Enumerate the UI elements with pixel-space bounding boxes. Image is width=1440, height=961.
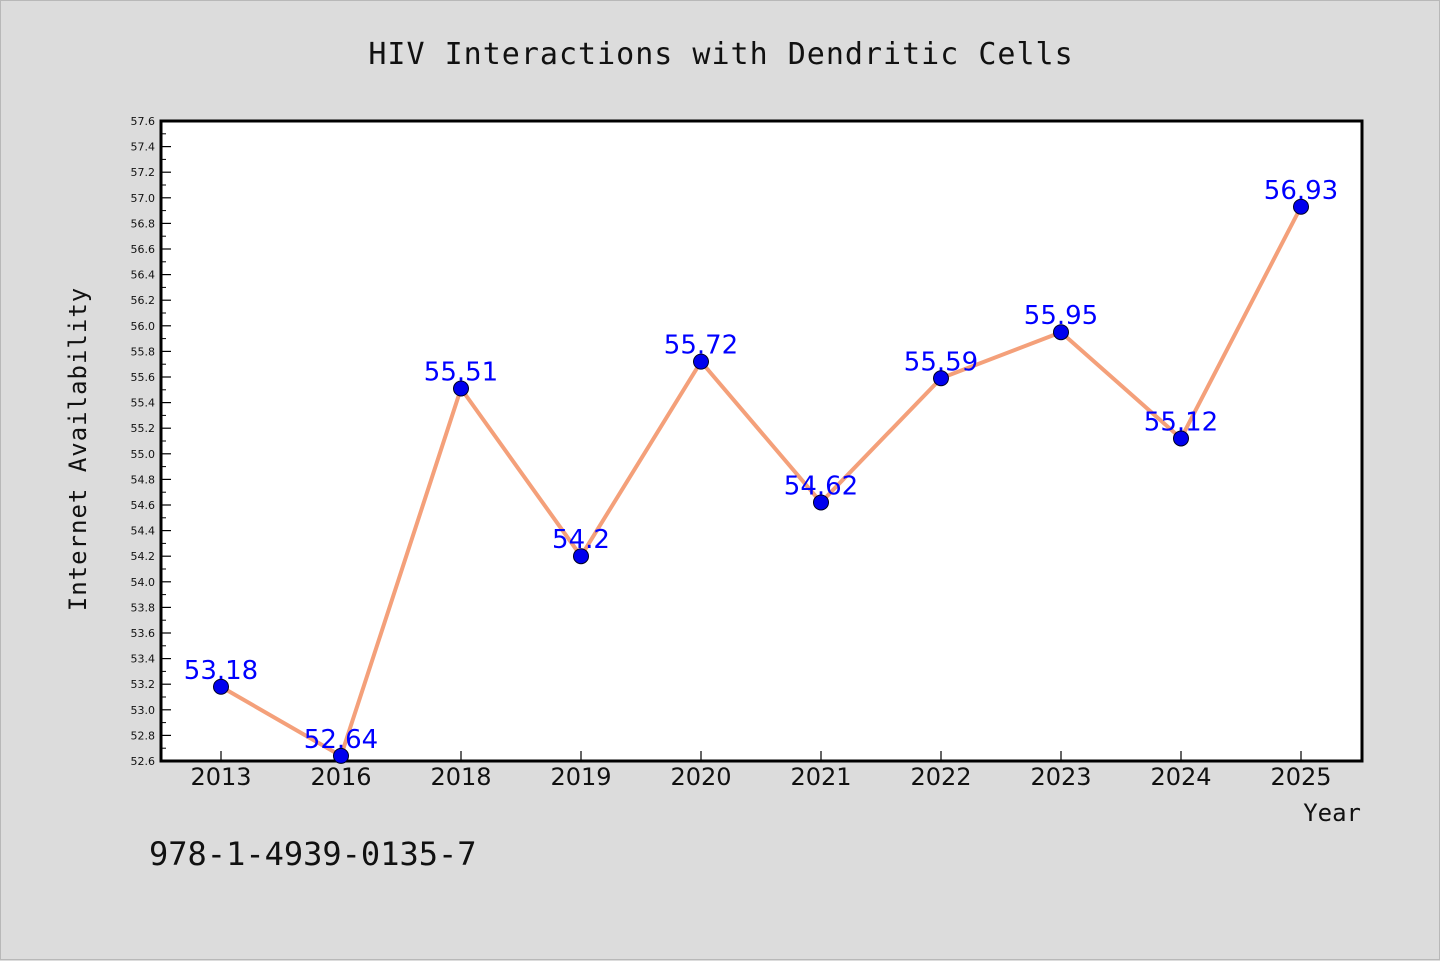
data-label: 54.2 bbox=[552, 525, 610, 555]
data-label: 55.72 bbox=[664, 331, 738, 361]
y-tick-label: 53.6 bbox=[131, 627, 156, 640]
x-axis: 2013 2016 2018 2019 2020 2021 2022 2023 2024 2025 bbox=[190, 751, 1332, 791]
data-point-marker bbox=[693, 353, 709, 370]
y-tick-label: 56.2 bbox=[131, 294, 156, 307]
x-tick-label: 2016 bbox=[310, 763, 371, 791]
y-tick-label: 53.2 bbox=[131, 678, 156, 691]
y-tick-label: 53.4 bbox=[131, 653, 156, 666]
data-label-group: 53.18 52.64 55.51 54.2 55.72 54.62 55.59 55.95 5… bbox=[184, 176, 1338, 755]
data-point-marker bbox=[213, 678, 229, 695]
data-label: 53.18 bbox=[184, 656, 258, 686]
x-tick-label: 2018 bbox=[430, 763, 491, 791]
y-tick-label: 57.6 bbox=[131, 115, 156, 128]
y-tick-label: 54.0 bbox=[131, 576, 156, 589]
y-tick-label: 54.4 bbox=[131, 525, 156, 538]
x-tick-label: 2019 bbox=[550, 763, 611, 791]
y-tick-label: 56.4 bbox=[131, 269, 156, 282]
data-label: 56.93 bbox=[1264, 176, 1338, 206]
y-tick-label: 54.2 bbox=[131, 550, 156, 563]
data-label: 54.62 bbox=[784, 471, 858, 501]
data-point-marker bbox=[573, 548, 589, 565]
y-tick-label: 55.8 bbox=[131, 345, 156, 358]
data-label: 55.59 bbox=[904, 347, 978, 377]
data-point-marker bbox=[1173, 430, 1189, 447]
x-axis-label: Year bbox=[1303, 799, 1361, 827]
y-tick-label: 53.0 bbox=[131, 704, 156, 717]
x-tick-label: 2020 bbox=[670, 763, 731, 791]
data-point-marker bbox=[1293, 198, 1309, 215]
y-tick-label: 57.4 bbox=[131, 141, 156, 154]
chart-title: HIV Interactions with Dendritic Cells bbox=[368, 37, 1073, 72]
y-tick-label: 56.8 bbox=[131, 217, 156, 230]
data-point-marker bbox=[813, 494, 829, 511]
y-tick-label: 57.0 bbox=[131, 192, 156, 205]
y-tick-label: 55.2 bbox=[131, 422, 156, 435]
plot-area bbox=[159, 119, 1364, 763]
data-point-marker bbox=[333, 747, 349, 764]
data-label: 55.51 bbox=[424, 358, 498, 388]
y-tick-label: 55.4 bbox=[131, 397, 156, 410]
data-label: 55.12 bbox=[1144, 407, 1218, 437]
y-tick-label: 55.0 bbox=[131, 448, 156, 461]
y-tick-label: 52.6 bbox=[131, 755, 156, 768]
y-tick-label: 54.6 bbox=[131, 499, 156, 512]
y-tick-label: 56.6 bbox=[131, 243, 156, 256]
y-axis-label: Internet Availability bbox=[64, 287, 92, 611]
data-label: 52.64 bbox=[304, 725, 378, 755]
y-tick-label: 54.8 bbox=[131, 473, 156, 486]
footer-code: 978-1-4939-0135-7 bbox=[149, 835, 477, 873]
y-tick-label: 55.6 bbox=[131, 371, 156, 384]
x-tick-label: 2023 bbox=[1030, 763, 1091, 791]
x-tick-label: 2022 bbox=[910, 763, 971, 791]
data-point-marker bbox=[933, 370, 949, 387]
y-axis: 52.6 52.8 53.0 53.2 53.4 53.6 53.8 54.0 54.2 54.4… bbox=[131, 115, 171, 768]
data-point-marker bbox=[1053, 324, 1069, 341]
y-tick-label: 56.0 bbox=[131, 320, 156, 333]
x-tick-label: 2021 bbox=[790, 763, 851, 791]
data-point-marker bbox=[453, 380, 469, 397]
x-tick-label: 2025 bbox=[1270, 763, 1331, 791]
series-line-group bbox=[213, 198, 1309, 764]
x-tick-label: 2013 bbox=[190, 763, 251, 791]
y-tick-label: 53.8 bbox=[131, 601, 156, 614]
x-tick-label: 2024 bbox=[1150, 763, 1211, 791]
y-tick-label: 57.2 bbox=[131, 166, 156, 179]
data-label: 55.95 bbox=[1024, 301, 1098, 331]
series-line bbox=[220, 205, 1303, 758]
y-tick-label: 52.8 bbox=[131, 729, 156, 742]
